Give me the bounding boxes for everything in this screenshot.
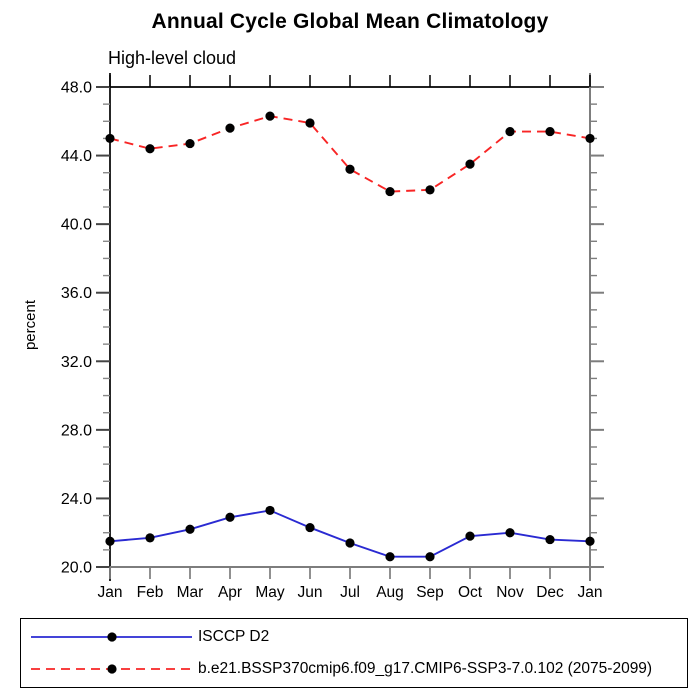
- legend-label: ISCCP D2: [198, 627, 270, 645]
- legend-key-dashed-line-icon: [31, 664, 192, 674]
- x-tick-label: Jan: [578, 584, 603, 601]
- y-tick-label: 44.0: [61, 148, 92, 165]
- legend-marker-0: [107, 632, 117, 642]
- data-point-marker: [385, 186, 395, 197]
- x-tick-label: Mar: [177, 584, 204, 601]
- data-point-marker: [545, 534, 555, 545]
- data-point-marker: [345, 164, 355, 174]
- data-point-marker: [265, 505, 275, 516]
- x-tick-label: May: [255, 584, 285, 601]
- data-point-marker: [425, 552, 435, 562]
- data-point-marker: [225, 512, 235, 522]
- data-point-marker: [305, 118, 315, 128]
- data-point-marker: [505, 528, 515, 538]
- data-point-marker: [545, 126, 555, 137]
- x-tick-label: Sep: [416, 584, 444, 601]
- x-tick-label: Jan: [98, 584, 123, 601]
- chart-subtitle: High-level cloud: [108, 48, 237, 68]
- x-tick-label: Apr: [218, 584, 242, 601]
- series-line-1: [109, 115, 591, 193]
- data-point-marker: [425, 185, 435, 195]
- y-tick-label: 36.0: [61, 285, 92, 302]
- x-tick-label: Nov: [496, 584, 524, 601]
- data-point-marker: [465, 531, 475, 541]
- data-point-marker: [385, 552, 395, 562]
- data-point-marker: [225, 123, 235, 133]
- x-tick-label: Feb: [137, 584, 164, 601]
- y-tick-label: 28.0: [61, 422, 92, 439]
- x-tick-label: Jul: [340, 584, 360, 601]
- data-point-marker: [465, 159, 475, 169]
- legend: ISCCP D2 b.e21.BSSP370cmip6.f09_g17.CMIP…: [20, 618, 688, 688]
- data-point-marker: [585, 536, 595, 546]
- legend-item: b.e21.BSSP370cmip6.f09_g17.CMIP6-SSP3-7.…: [21, 654, 687, 684]
- data-point-marker: [505, 126, 515, 137]
- y-tick-label: 48.0: [61, 80, 92, 97]
- data-point-marker: [585, 133, 595, 144]
- x-tick-label: Oct: [458, 584, 483, 601]
- y-tick-label: 20.0: [61, 560, 92, 577]
- y-tick-label: 40.0: [61, 217, 92, 234]
- chart-title: Annual Cycle Global Mean Climatology: [151, 10, 549, 33]
- data-point-marker: [345, 538, 355, 548]
- y-tick-label: 32.0: [61, 354, 92, 371]
- x-tick-label: Dec: [536, 584, 564, 601]
- legend-key-solid-line-icon: [31, 632, 192, 642]
- x-tick-label: Aug: [376, 584, 404, 601]
- data-point-marker: [185, 524, 195, 534]
- data-point-marker: [105, 536, 115, 546]
- data-point-marker: [145, 144, 155, 154]
- data-point-marker: [185, 138, 195, 149]
- data-point-marker: [145, 533, 155, 543]
- data-point-marker: [265, 111, 275, 121]
- data-point-marker: [105, 133, 115, 144]
- legend-marker-1: [107, 664, 117, 674]
- y-tick-label: 24.0: [61, 491, 92, 508]
- series-line-0: [109, 509, 591, 558]
- data-point-marker: [305, 522, 315, 533]
- x-tick-label: Jun: [298, 584, 323, 601]
- legend-label: b.e21.BSSP370cmip6.f09_g17.CMIP6-SSP3-7.…: [198, 660, 653, 678]
- legend-item: ISCCP D2: [21, 622, 687, 652]
